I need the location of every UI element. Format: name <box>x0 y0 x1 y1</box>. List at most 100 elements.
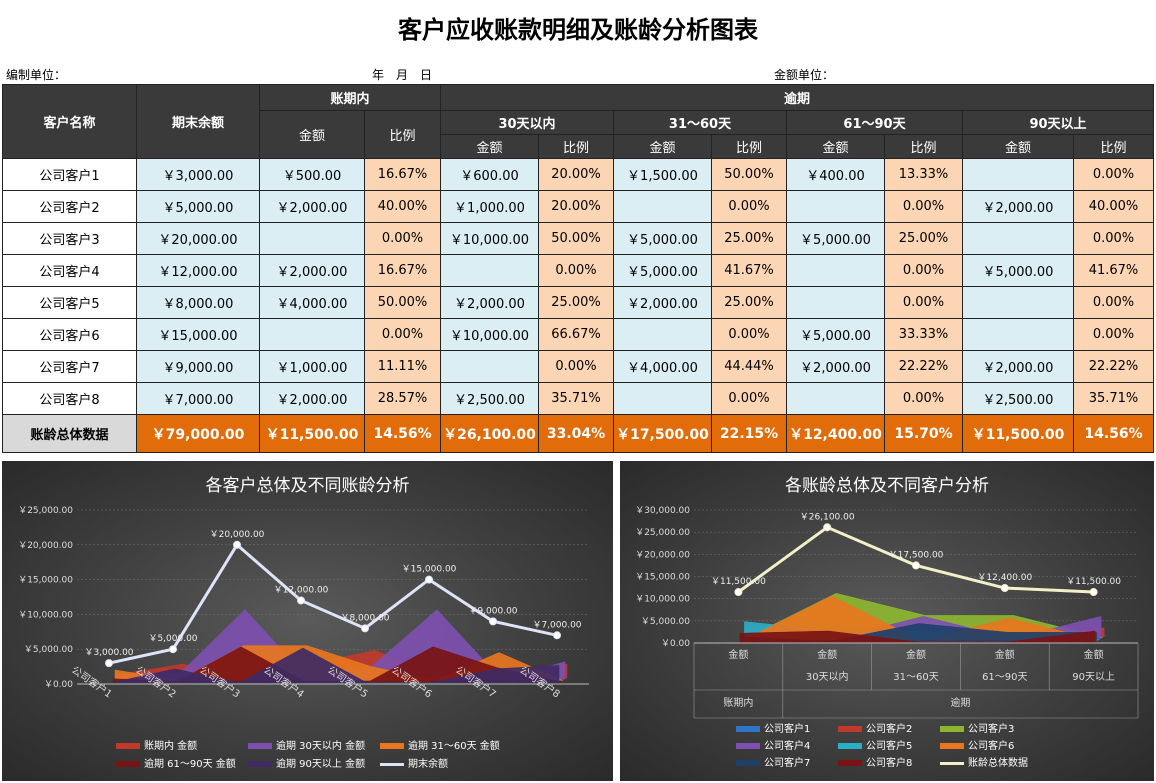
legend-item[interactable]: 账龄总体数据 <box>940 754 1028 769</box>
balance-cell[interactable]: ￥5,000.00 <box>136 190 260 223</box>
amount-cell[interactable]: ￥1,500.00 <box>613 158 712 191</box>
total-cell[interactable]: 33.04% <box>538 414 614 453</box>
ratio-cell[interactable]: 22.22% <box>1073 350 1154 383</box>
customer-name-cell[interactable]: 公司客户3 <box>2 222 137 255</box>
ratio-cell[interactable]: 33.33% <box>884 318 963 351</box>
amount-cell[interactable]: ￥600.00 <box>440 158 539 191</box>
ratio-cell[interactable]: 25.00% <box>711 222 787 255</box>
amount-cell[interactable] <box>962 158 1074 191</box>
legend-item[interactable]: 期末余额 <box>380 755 448 770</box>
ratio-cell[interactable]: 25.00% <box>884 222 963 255</box>
ratio-cell[interactable]: 0.00% <box>884 190 963 223</box>
legend-item[interactable]: 逾期 61～90天 金额 <box>116 755 236 770</box>
total-cell[interactable]: ￥11,500.00 <box>962 414 1074 453</box>
customer-name-cell[interactable]: 公司客户1 <box>2 158 137 191</box>
amount-cell[interactable] <box>613 382 712 415</box>
ratio-cell[interactable]: 20.00% <box>538 190 614 223</box>
legend-item[interactable]: 公司客户1 <box>736 720 810 735</box>
ratio-cell[interactable]: 0.00% <box>364 318 441 351</box>
amount-cell[interactable] <box>786 382 885 415</box>
ratio-cell[interactable]: 0.00% <box>1073 318 1154 351</box>
customer-name-cell[interactable]: 公司客户6 <box>2 318 137 351</box>
total-cell[interactable]: ￥17,500.00 <box>613 414 712 453</box>
legend-item[interactable]: 逾期 31～60天 金额 <box>380 737 500 752</box>
balance-cell[interactable]: ￥9,000.00 <box>136 350 260 383</box>
amount-cell[interactable] <box>962 318 1074 351</box>
legend-item[interactable]: 逾期 90天以上 金额 <box>248 755 365 770</box>
ratio-cell[interactable]: 44.44% <box>711 350 787 383</box>
ratio-cell[interactable]: 35.71% <box>538 382 614 415</box>
amount-cell[interactable]: ￥5,000.00 <box>786 318 885 351</box>
amount-cell[interactable] <box>786 190 885 223</box>
ratio-cell[interactable]: 50.00% <box>711 158 787 191</box>
ratio-cell[interactable]: 22.22% <box>884 350 963 383</box>
amount-cell[interactable] <box>962 222 1074 255</box>
ratio-cell[interactable]: 13.33% <box>884 158 963 191</box>
amount-cell[interactable]: ￥2,000.00 <box>613 286 712 319</box>
amount-cell[interactable] <box>613 318 712 351</box>
legend-item[interactable]: 公司客户5 <box>838 737 912 752</box>
legend-item[interactable]: 公司客户2 <box>838 720 912 735</box>
amount-cell[interactable] <box>259 222 365 255</box>
amount-cell[interactable]: ￥5,000.00 <box>962 254 1074 287</box>
customer-name-cell[interactable]: 公司客户7 <box>2 350 137 383</box>
balance-cell[interactable]: ￥20,000.00 <box>136 222 260 255</box>
aging-bucket-chart[interactable]: 各账龄总体及不同客户分析 ￥0.00 ￥5,000.00 ￥10,000.00 ￥15… <box>620 461 1154 781</box>
ratio-cell[interactable]: 0.00% <box>1073 158 1154 191</box>
amount-cell[interactable] <box>962 286 1074 319</box>
amount-cell[interactable]: ￥2,000.00 <box>962 190 1074 223</box>
ratio-cell[interactable]: 20.00% <box>538 158 614 191</box>
amount-cell[interactable] <box>786 286 885 319</box>
ratio-cell[interactable]: 0.00% <box>884 254 963 287</box>
ratio-cell[interactable]: 28.57% <box>364 382 441 415</box>
amount-cell[interactable]: ￥10,000.00 <box>440 222 539 255</box>
balance-cell[interactable]: ￥15,000.00 <box>136 318 260 351</box>
ratio-cell[interactable]: 0.00% <box>711 190 787 223</box>
ratio-cell[interactable]: 0.00% <box>538 350 614 383</box>
customer-name-cell[interactable]: 公司客户5 <box>2 286 137 319</box>
amount-cell[interactable]: ￥1,000.00 <box>440 190 539 223</box>
ratio-cell[interactable]: 16.67% <box>364 254 441 287</box>
amount-cell[interactable]: ￥2,000.00 <box>962 350 1074 383</box>
amount-cell[interactable]: ￥400.00 <box>786 158 885 191</box>
ratio-cell[interactable]: 66.67% <box>538 318 614 351</box>
ratio-cell[interactable]: 25.00% <box>538 286 614 319</box>
ratio-cell[interactable]: 40.00% <box>364 190 441 223</box>
ratio-cell[interactable]: 0.00% <box>364 222 441 255</box>
amount-cell[interactable] <box>440 254 539 287</box>
ratio-cell[interactable]: 0.00% <box>1073 222 1154 255</box>
balance-cell[interactable]: ￥3,000.00 <box>136 158 260 191</box>
legend-item[interactable]: 公司客户6 <box>940 737 1014 752</box>
amount-cell[interactable]: ￥2,000.00 <box>259 254 365 287</box>
ratio-cell[interactable]: 0.00% <box>884 382 963 415</box>
amount-cell[interactable]: ￥5,000.00 <box>613 222 712 255</box>
amount-cell[interactable]: ￥2,500.00 <box>440 382 539 415</box>
amount-cell[interactable] <box>440 350 539 383</box>
total-cell[interactable]: 22.15% <box>711 414 787 453</box>
total-cell[interactable]: ￥26,100.00 <box>440 414 539 453</box>
customer-name-cell[interactable]: 公司客户4 <box>2 254 137 287</box>
customer-name-cell[interactable]: 公司客户8 <box>2 382 137 415</box>
ratio-cell[interactable]: 50.00% <box>364 286 441 319</box>
total-cell[interactable]: 14.56% <box>364 414 441 453</box>
legend-item[interactable]: 公司客户7 <box>736 754 810 769</box>
amount-cell[interactable]: ￥4,000.00 <box>259 286 365 319</box>
amount-cell[interactable]: ￥10,000.00 <box>440 318 539 351</box>
ratio-cell[interactable]: 25.00% <box>711 286 787 319</box>
amount-cell[interactable]: ￥2,000.00 <box>259 382 365 415</box>
ratio-cell[interactable]: 35.71% <box>1073 382 1154 415</box>
ratio-cell[interactable]: 0.00% <box>538 254 614 287</box>
amount-cell[interactable]: ￥500.00 <box>259 158 365 191</box>
total-cell[interactable]: 15.70% <box>884 414 963 453</box>
total-cell[interactable]: ￥79,000.00 <box>136 414 260 453</box>
amount-cell[interactable]: ￥1,000.00 <box>259 350 365 383</box>
amount-cell[interactable]: ￥4,000.00 <box>613 350 712 383</box>
ratio-cell[interactable]: 41.67% <box>1073 254 1154 287</box>
ratio-cell[interactable]: 11.11% <box>364 350 441 383</box>
amount-cell[interactable]: ￥2,000.00 <box>259 190 365 223</box>
ratio-cell[interactable]: 50.00% <box>538 222 614 255</box>
ratio-cell[interactable]: 40.00% <box>1073 190 1154 223</box>
amount-cell[interactable]: ￥5,000.00 <box>613 254 712 287</box>
ratio-cell[interactable]: 41.67% <box>711 254 787 287</box>
amount-cell[interactable] <box>613 190 712 223</box>
